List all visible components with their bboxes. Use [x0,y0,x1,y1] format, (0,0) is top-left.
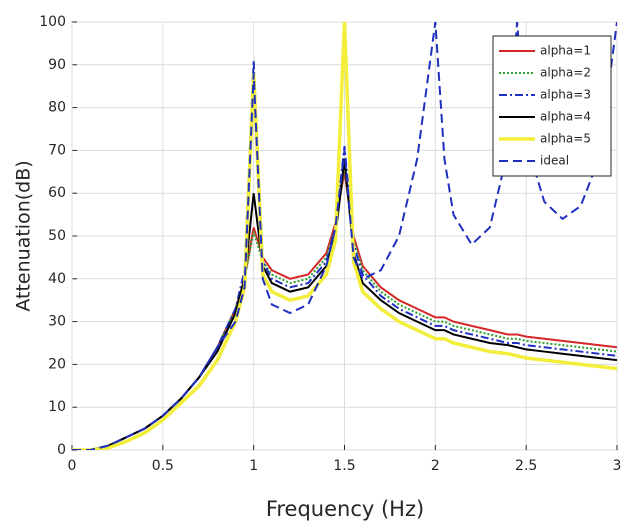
x-tick-label: 1.5 [333,458,355,474]
x-tick-label: 2 [431,458,440,474]
x-tick-label: 0.5 [152,458,174,474]
series-line [72,158,617,450]
legend-box [492,35,612,177]
y-axis-label: Attenuation(dB) [13,160,35,311]
y-tick-label: 50 [48,228,66,244]
series-group [72,22,617,450]
y-tick-label: 60 [48,185,66,201]
y-tick-label: 0 [57,442,66,458]
y-tick-label: 100 [39,14,66,30]
y-tick-label: 30 [48,314,66,330]
y-tick-label: 20 [48,356,66,372]
x-tick-label: 2.5 [515,458,537,474]
legend-label: alpha=2 [540,66,591,80]
x-tick-label: 3 [613,458,622,474]
legend-label: alpha=3 [540,88,591,102]
y-tick-label: 10 [48,399,66,415]
series-line [72,22,617,450]
legend-label: alpha=5 [540,132,591,146]
y-tick-label: 90 [48,57,66,73]
x-tick-label: 1 [249,458,258,474]
legend-label: ideal [540,154,569,168]
y-tick-label: 70 [48,142,66,158]
y-tick-label: 80 [48,100,66,116]
x-tick-label: 0 [68,458,77,474]
x-axis-label: Frequency (Hz) [266,497,424,521]
series-line [72,22,617,450]
y-tick-label: 40 [48,271,66,287]
legend-label: alpha=4 [540,110,591,124]
legend-label: alpha=1 [540,44,591,58]
